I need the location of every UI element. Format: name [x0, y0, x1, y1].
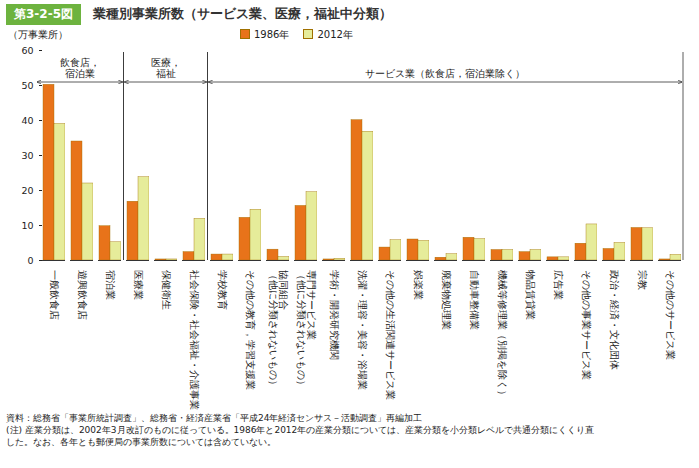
svg-text:その他のサービス業: その他のサービス業 [665, 270, 676, 360]
svg-text:40: 40 [21, 115, 33, 126]
svg-text:廃棄物処理業: 廃棄物処理業 [441, 270, 452, 330]
svg-text:物品賃貸業: 物品賃貸業 [525, 270, 536, 320]
html-text:1986年: 1986年 [254, 29, 290, 40]
html-text:した。なお、各年とも郵便局の事業所数については含めていない。: した。なお、各年とも郵便局の事業所数については含めていない。 [6, 437, 276, 447]
svg-text:60: 60 [21, 45, 33, 56]
svg-text:その他の事業サービス業: その他の事業サービス業 [581, 270, 592, 380]
svg-text:遊興飲食店: 遊興飲食店 [77, 270, 88, 320]
svg-text:専門サービス業（他に分類されないもの）: 専門サービス業（他に分類されないもの） [296, 270, 317, 390]
svg-text:サービス業（飲食店，宿泊業除く）: サービス業（飲食店，宿泊業除く） [365, 68, 525, 79]
html-text:2012年: 2012年 [317, 29, 353, 40]
svg-text:20: 20 [21, 185, 33, 196]
svg-text:洗濯・理容・美容・浴場業: 洗濯・理容・美容・浴場業 [357, 270, 368, 390]
svg-text:その他の教育，学習支援業: その他の教育，学習支援業 [245, 270, 256, 390]
svg-text:機械等修理業（別掲を除く）: 機械等修理業（別掲を除く） [497, 270, 508, 400]
svg-text:50: 50 [21, 80, 33, 91]
svg-text:学術・開発研究機関: 学術・開発研究機関 [329, 270, 340, 360]
svg-text:社会保険・社会福祉・介護事業: 社会保険・社会福祉・介護事業 [189, 270, 200, 410]
svg-text:学校教育: 学校教育 [217, 270, 228, 310]
svg-text:10: 10 [21, 220, 33, 231]
html-text:(注) 産業分類は、2002年3月改訂のものに従っている。1: (注) 産業分類は、2002年3月改訂のものに従っている。1986年と2012年… [6, 425, 595, 435]
html-text:第3-2-5図: 第3-2-5図 [14, 6, 73, 21]
svg-text:保健衛生: 保健衛生 [161, 270, 172, 310]
svg-text:宗教: 宗教 [637, 270, 648, 290]
svg-text:一般飲食店: 一般飲食店 [49, 270, 60, 320]
svg-text:医療，福祉: 医療，福祉 [151, 57, 181, 79]
html-text:（万事業所）: （万事業所） [8, 29, 68, 40]
svg-text:飲食店，宿泊業: 飲食店，宿泊業 [60, 57, 100, 79]
svg-text:娯楽業: 娯楽業 [413, 270, 424, 300]
svg-text:協同組合（他に分類されないもの）: 協同組合（他に分類されないもの） [268, 270, 289, 390]
html-text:業種別事業所数（サービス業、医療，福祉中分類）: 業種別事業所数（サービス業、医療，福祉中分類） [93, 6, 392, 21]
svg-text:0: 0 [27, 255, 33, 266]
svg-text:宿泊業: 宿泊業 [105, 270, 116, 300]
svg-text:広告業: 広告業 [553, 270, 564, 300]
svg-text:その他の生活関連サービス業: その他の生活関連サービス業 [385, 270, 396, 400]
svg-text:政治・経済・文化団体: 政治・経済・文化団体 [609, 270, 620, 370]
svg-text:自動車整備業: 自動車整備業 [469, 270, 480, 330]
svg-text:30: 30 [21, 150, 33, 161]
html-text:資料：総務省「事業所統計調査」、総務省・経済産業省「平成24: 資料：総務省「事業所統計調査」、総務省・経済産業省「平成24年経済センサス－活動… [6, 413, 423, 423]
svg-text:医療業: 医療業 [133, 270, 144, 300]
